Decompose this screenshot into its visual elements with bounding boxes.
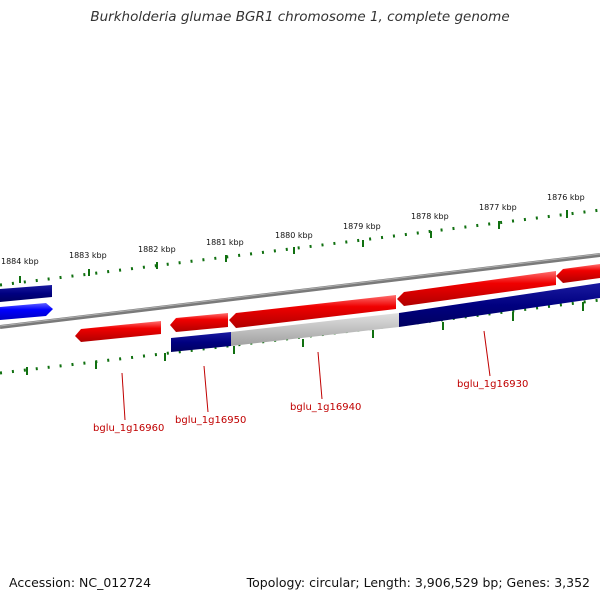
gene-pseudo-16940[interactable]: [231, 313, 399, 346]
gene-bglu_1g16960[interactable]: [75, 321, 161, 342]
gene-label[interactable]: bglu_1g16960: [93, 423, 164, 434]
gene-label[interactable]: bglu_1g16940: [290, 402, 361, 413]
tick-label: 1880 kbp: [275, 231, 313, 240]
genome-backbone-highlight: [0, 253, 600, 327]
accession-text: Accession: NC_012724: [9, 575, 152, 590]
inner-minor-ticks: [0, 298, 600, 375]
tick-label: 1876 kbp: [547, 193, 585, 202]
page-title: Burkholderia glumae BGR1 chromosome 1, c…: [90, 9, 510, 25]
scale-ticks: 1884 kbp 1883 kbp 1882 kbp 1881 kbp 1880…: [1, 193, 585, 283]
genome-summary-text: Topology: circular; Length: 3,906,529 bp…: [246, 575, 590, 590]
gene-labels: bglu_1g16960 bglu_1g16950 bglu_1g16940 b…: [93, 379, 528, 434]
leader-line: [483, 330, 491, 377]
gene-reverse-16950[interactable]: [171, 332, 231, 352]
outer-minor-ticks: [0, 208, 600, 287]
gene-bglu_1g16950[interactable]: [170, 313, 228, 332]
gene-reverse-left[interactable]: [0, 285, 52, 302]
gene-label[interactable]: bglu_1g16950: [175, 415, 246, 426]
tick-label: 1882 kbp: [138, 245, 176, 254]
tick-label: 1883 kbp: [69, 251, 107, 260]
tick-label: 1877 kbp: [479, 203, 517, 212]
gene-bglu_1g16930[interactable]: [397, 271, 556, 306]
outer-tick-ruler: [0, 208, 600, 287]
gene-bglu_1g16940[interactable]: [229, 295, 396, 328]
leader-line: [317, 351, 323, 400]
tick-label: 1878 kbp: [411, 212, 449, 221]
label-leaders: [121, 330, 491, 421]
gene-label[interactable]: bglu_1g16930: [457, 379, 528, 390]
tick-label: 1879 kbp: [343, 222, 381, 231]
tick-label: 1881 kbp: [206, 238, 244, 247]
tick-label: 1884 kbp: [1, 257, 39, 266]
leader-line: [121, 372, 126, 421]
gene-reverse-16930[interactable]: [399, 283, 600, 327]
gene-forward-right[interactable]: [556, 264, 600, 283]
inner-tick-ruler: [0, 298, 600, 375]
gene-highlight-left[interactable]: [0, 303, 53, 320]
leader-line: [203, 365, 209, 413]
